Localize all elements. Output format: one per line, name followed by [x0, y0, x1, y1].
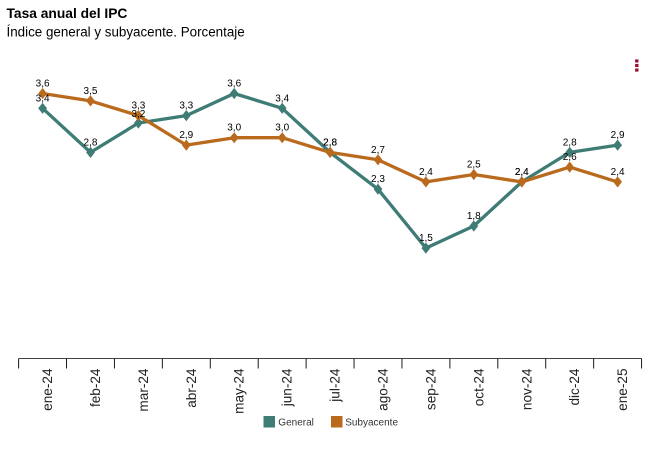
- svg-text:General: General: [278, 417, 314, 428]
- svg-text:jul-24: jul-24: [328, 368, 343, 403]
- svg-text:2,4: 2,4: [515, 167, 529, 178]
- svg-text:2,3: 2,3: [371, 174, 385, 185]
- svg-text:3,2: 3,2: [131, 109, 145, 120]
- svg-text:nov-24: nov-24: [519, 368, 534, 410]
- svg-text:3,6: 3,6: [36, 79, 50, 90]
- svg-text:2,8: 2,8: [323, 137, 337, 148]
- svg-text:ago-24: ago-24: [376, 368, 391, 411]
- svg-text:2,6: 2,6: [563, 152, 577, 163]
- svg-text:2,9: 2,9: [179, 130, 193, 141]
- svg-text:1,5: 1,5: [419, 233, 433, 244]
- svg-text:Subyacente: Subyacente: [345, 417, 398, 428]
- svg-text:ene-25: ene-25: [615, 369, 630, 411]
- svg-text:3,4: 3,4: [275, 93, 289, 104]
- svg-text:1,8: 1,8: [467, 211, 481, 222]
- svg-text:2,4: 2,4: [419, 167, 433, 178]
- svg-text:Índice general y subyacente. P: Índice general y subyacente. Porcentaje: [7, 25, 245, 40]
- svg-text:Tasa anual del IPC: Tasa anual del IPC: [7, 6, 128, 21]
- svg-text:2,7: 2,7: [371, 145, 385, 156]
- svg-text:2,8: 2,8: [563, 137, 577, 148]
- svg-text:feb-24: feb-24: [88, 368, 103, 407]
- svg-text:3,3: 3,3: [131, 101, 145, 112]
- svg-text:jun-24: jun-24: [280, 368, 295, 407]
- svg-text:may-24: may-24: [232, 368, 247, 414]
- svg-text:3,6: 3,6: [227, 79, 241, 90]
- svg-text:dic-24: dic-24: [567, 368, 582, 405]
- svg-text:mar-24: mar-24: [136, 368, 151, 411]
- svg-text:2,8: 2,8: [84, 137, 98, 148]
- svg-text:3,4: 3,4: [36, 93, 50, 104]
- svg-text:2,4: 2,4: [611, 167, 625, 178]
- svg-text:3,3: 3,3: [179, 101, 193, 112]
- svg-text:2,4: 2,4: [515, 167, 529, 178]
- svg-text:2,8: 2,8: [323, 137, 337, 148]
- svg-text:3,0: 3,0: [275, 123, 289, 134]
- svg-text:sep-24: sep-24: [423, 368, 438, 410]
- svg-text:3,5: 3,5: [84, 86, 98, 97]
- svg-text:2,5: 2,5: [467, 160, 481, 171]
- svg-text:2,9: 2,9: [611, 130, 625, 141]
- svg-text:abr-24: abr-24: [184, 368, 199, 408]
- svg-text:oct-24: oct-24: [471, 368, 486, 406]
- svg-text:ene-24: ene-24: [40, 368, 55, 411]
- svg-text:3,0: 3,0: [227, 123, 241, 134]
